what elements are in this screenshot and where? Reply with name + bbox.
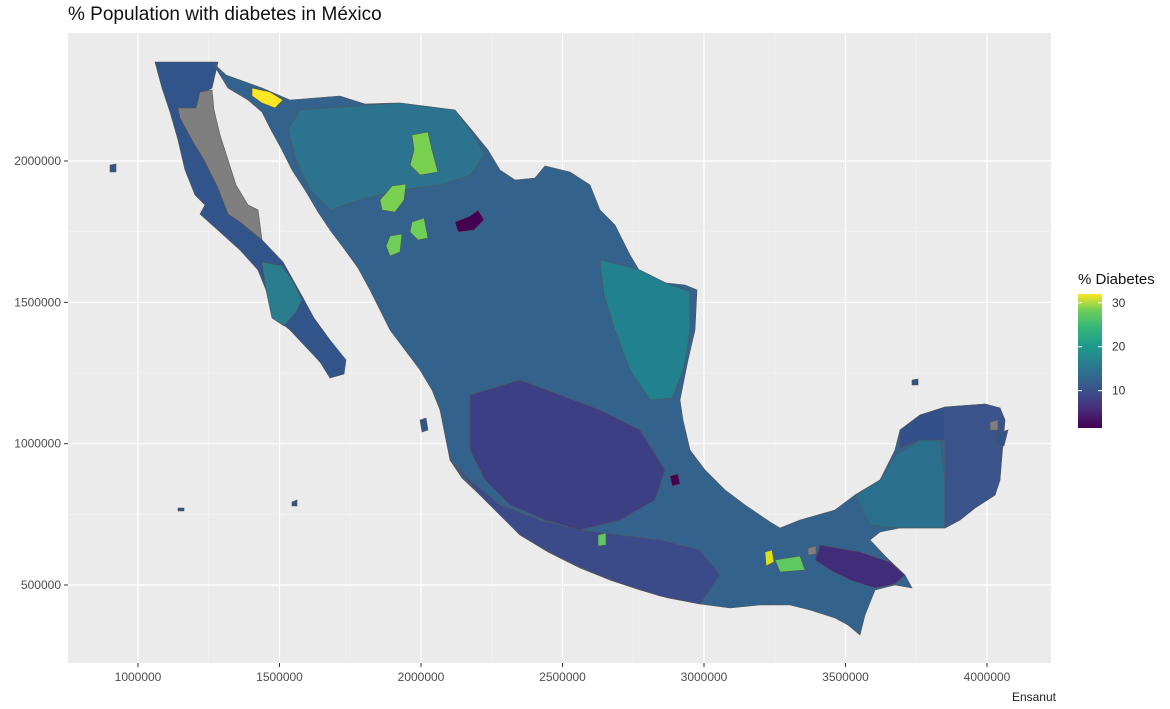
legend-title: % Diabetes xyxy=(1078,271,1155,288)
region-missing-south xyxy=(807,545,817,556)
region-highlight-yellow-2 xyxy=(764,549,775,567)
island-5 xyxy=(291,499,298,507)
region-gulf-teal xyxy=(599,259,691,401)
region-highlight-green-3 xyxy=(409,217,429,241)
region-north-teal xyxy=(287,102,486,211)
y-tick-label: 2000000 xyxy=(14,154,61,168)
x-tick-label: 1000000 xyxy=(115,670,162,684)
region-baja-north-missing xyxy=(177,89,263,241)
region-central-purple xyxy=(469,379,666,531)
region-highlight-yellow xyxy=(251,87,284,109)
x-axis: 1000000 1500000 2000000 2500000 3000000 35000… xyxy=(115,663,1011,684)
chart-title: % Population with diabetes in México xyxy=(68,4,382,25)
mexico-map xyxy=(109,61,1009,636)
region-highlight-green-2 xyxy=(379,183,407,213)
x-tick-label: 3000000 xyxy=(681,670,728,684)
island-4 xyxy=(995,429,1009,447)
region-chiapas-purple xyxy=(814,544,906,589)
island-2 xyxy=(419,417,429,433)
x-tick-label: 2500000 xyxy=(539,670,586,684)
y-tick-label: 1000000 xyxy=(14,437,61,451)
region-missing-yucatan xyxy=(989,419,999,431)
region-yucatan-east xyxy=(944,403,1006,529)
region-highlight-green-5 xyxy=(774,555,806,573)
region-south-pacific xyxy=(449,459,721,605)
region-highlight-dark-1 xyxy=(454,209,485,233)
y-tick-label: 500000 xyxy=(21,578,61,592)
legend-colorbar xyxy=(1078,294,1102,428)
region-highlight-dark-2 xyxy=(669,473,681,487)
island-3 xyxy=(911,378,919,386)
y-axis: 2000000 1500000 1000000 500000 xyxy=(14,154,68,592)
legend-ticks: 30 20 10 xyxy=(1078,296,1126,398)
region-highlight-green-1 xyxy=(409,131,439,176)
region-highlight-green-6 xyxy=(597,532,607,547)
caption: Ensanut xyxy=(1011,690,1056,704)
region-bcs-teal xyxy=(261,261,303,327)
region-yucatan-north xyxy=(899,406,946,449)
region-yucatan-west xyxy=(854,439,946,529)
x-tick-label: 4000000 xyxy=(964,670,1011,684)
x-tick-label: 2000000 xyxy=(398,670,445,684)
x-tick-label: 3500000 xyxy=(822,670,869,684)
x-tick-label: 1500000 xyxy=(256,670,303,684)
legend-tick-label: 10 xyxy=(1112,384,1126,398)
legend-tick-label: 30 xyxy=(1112,296,1126,310)
island-6 xyxy=(177,507,185,512)
island-1 xyxy=(109,163,117,173)
region-highlight-green-4 xyxy=(385,233,403,257)
y-tick-label: 1500000 xyxy=(14,295,61,309)
legend: % Diabetes 30 20 10 xyxy=(1078,271,1155,428)
legend-tick-label: 20 xyxy=(1112,340,1126,354)
